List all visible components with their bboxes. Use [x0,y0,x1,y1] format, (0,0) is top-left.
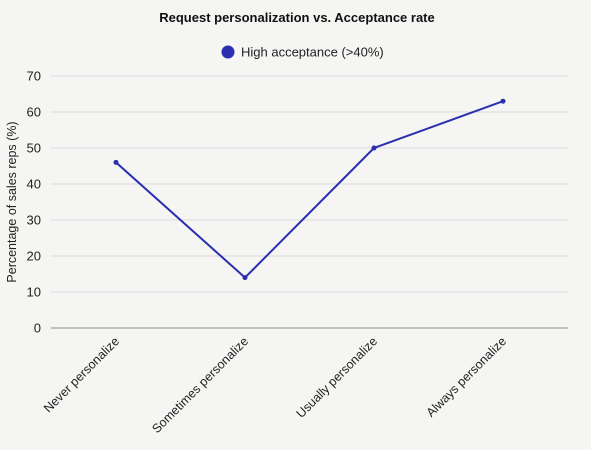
x-tick-label: Usually personalize [294,334,381,421]
data-point [500,98,506,104]
x-tick-label: Sometimes personalize [149,334,251,436]
y-tick-label: 20 [27,249,41,264]
legend: High acceptance (>40%) [221,45,384,60]
data-point [113,159,119,165]
chart-title: Request personalization vs. Acceptance r… [159,10,435,25]
y-tick-label: 30 [27,213,41,228]
grid-lines [51,75,568,329]
data-points [113,98,506,281]
y-tick-label: 50 [27,141,41,156]
series-line [115,100,504,279]
y-tick-label: 0 [34,321,41,336]
x-tick-label: Never personalize [41,334,122,415]
y-tick-labels: 0 10 20 30 40 50 60 70 [27,69,41,336]
legend-label: High acceptance (>40%) [241,45,384,60]
legend-marker [221,45,235,59]
x-tick-labels: Never personalize Sometimes personalize Us… [41,334,509,436]
data-point [242,275,248,281]
data-point [371,145,377,151]
y-tick-label: 70 [27,69,41,84]
y-tick-label: 60 [27,105,41,120]
x-tick-label: Always personalize [424,334,510,420]
y-tick-label: 40 [27,177,41,192]
y-axis-label: Percentage of sales reps (%) [5,121,19,282]
y-tick-label: 10 [27,285,41,300]
series-lines [115,100,504,279]
